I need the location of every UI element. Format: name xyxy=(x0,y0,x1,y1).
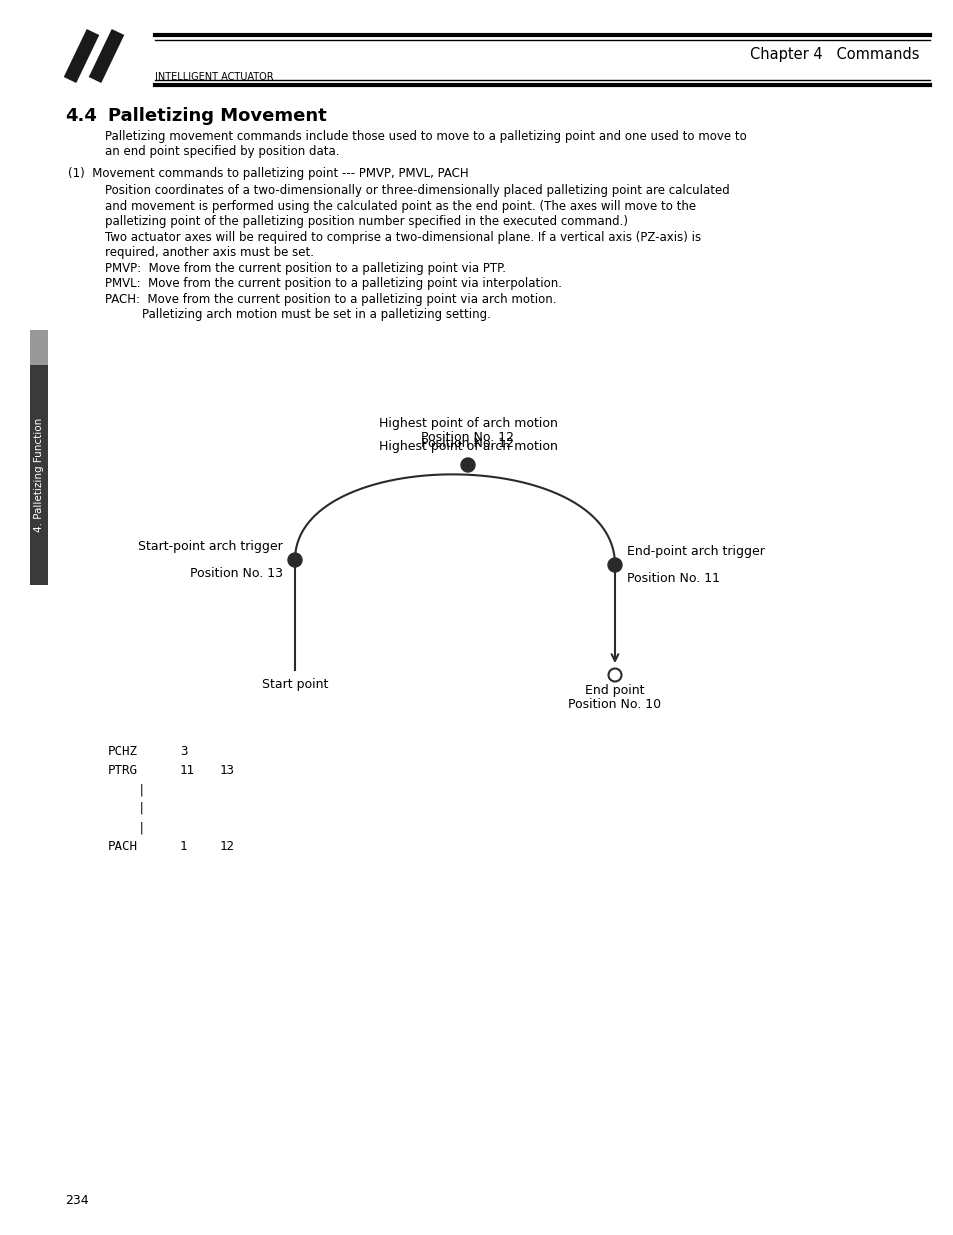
Text: 4. Palletizing Function: 4. Palletizing Function xyxy=(34,417,44,532)
Text: an end point specified by position data.: an end point specified by position data. xyxy=(105,146,339,158)
Text: Position coordinates of a two-dimensionally or three-dimensionally placed pallet: Position coordinates of a two-dimensiona… xyxy=(105,184,729,198)
Circle shape xyxy=(288,553,302,567)
Text: Highest point of arch motion: Highest point of arch motion xyxy=(378,417,557,430)
Text: |: | xyxy=(108,802,146,815)
Text: Highest point of arch motion: Highest point of arch motion xyxy=(378,440,557,453)
Text: required, another axis must be set.: required, another axis must be set. xyxy=(105,246,314,259)
Text: 1: 1 xyxy=(180,840,188,853)
Text: Palletizing Movement: Palletizing Movement xyxy=(108,107,327,125)
Text: Chapter 4   Commands: Chapter 4 Commands xyxy=(750,47,919,63)
Text: Start-point arch trigger: Start-point arch trigger xyxy=(138,540,283,553)
Circle shape xyxy=(460,458,475,472)
Text: 4.4: 4.4 xyxy=(65,107,97,125)
Text: PTRG: PTRG xyxy=(108,764,138,777)
Text: 13: 13 xyxy=(220,764,234,777)
Text: Palletizing movement commands include those used to move to a palletizing point : Palletizing movement commands include th… xyxy=(105,130,746,143)
Text: 3: 3 xyxy=(180,745,188,758)
Text: End-point arch trigger: End-point arch trigger xyxy=(626,545,764,558)
Text: |: | xyxy=(108,821,146,834)
Bar xyxy=(30,366,48,585)
Bar xyxy=(30,330,48,366)
Text: Position No. 12: Position No. 12 xyxy=(421,431,514,445)
Text: Two actuator axes will be required to comprise a two-dimensional plane. If a ver: Two actuator axes will be required to co… xyxy=(105,231,700,243)
Text: PMVL:  Move from the current position to a palletizing point via interpolation.: PMVL: Move from the current position to … xyxy=(105,277,561,290)
Text: 234: 234 xyxy=(65,1194,89,1207)
Text: and movement is performed using the calculated point as the end point. (The axes: and movement is performed using the calc… xyxy=(105,200,696,212)
Text: PCHZ: PCHZ xyxy=(108,745,138,758)
Text: Position No. 11: Position No. 11 xyxy=(626,572,720,585)
Text: (1)  Movement commands to palletizing point --- PMVP, PMVL, PACH: (1) Movement commands to palletizing poi… xyxy=(68,167,468,180)
Text: Position No. 10: Position No. 10 xyxy=(568,698,660,711)
Text: PACH:  Move from the current position to a palletizing point via arch motion.: PACH: Move from the current position to … xyxy=(105,293,556,306)
Text: PACH: PACH xyxy=(108,840,138,853)
Text: 11: 11 xyxy=(180,764,194,777)
Text: Start point: Start point xyxy=(261,678,328,692)
Text: PMVP:  Move from the current position to a palletizing point via PTP.: PMVP: Move from the current position to … xyxy=(105,262,505,274)
Text: INTELLIGENT ACTUATOR: INTELLIGENT ACTUATOR xyxy=(154,72,274,82)
Text: palletizing point of the palletizing position number specified in the executed c: palletizing point of the palletizing pos… xyxy=(105,215,627,228)
Text: Position No. 13: Position No. 13 xyxy=(190,567,283,580)
Text: Palletizing arch motion must be set in a palletizing setting.: Palletizing arch motion must be set in a… xyxy=(142,309,491,321)
Text: 12: 12 xyxy=(220,840,234,853)
Text: Position No. 12: Position No. 12 xyxy=(421,437,514,450)
Text: |: | xyxy=(108,783,146,797)
Text: End point: End point xyxy=(584,684,644,697)
Circle shape xyxy=(607,558,621,572)
